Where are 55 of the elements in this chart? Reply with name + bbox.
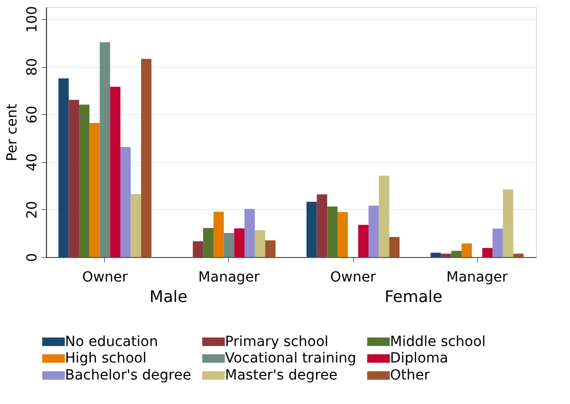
bar [451,250,462,257]
text: Female [384,287,442,306]
x-tick-label: Owner [330,270,376,286]
bar [203,228,214,257]
bar [68,100,80,257]
bar [265,240,276,257]
legend-label: Primary school [225,334,328,350]
legend-label: Other [390,368,430,384]
x-tick-label: Manager [198,270,260,286]
bar [306,202,317,257]
bar [213,212,224,257]
y-tick-label: 0 [24,253,40,262]
bar [338,212,348,257]
bar [130,194,142,257]
bar [100,42,110,257]
bar [79,104,90,257]
bar [502,189,514,257]
bar [389,237,400,257]
x-tick-label: Manager [446,270,508,286]
bar [462,243,472,257]
legend-label: No education [65,334,158,350]
bar [358,224,369,257]
bar [430,252,441,257]
bar [110,86,120,257]
text: Male [150,287,188,306]
legend-label: Diploma [390,350,448,366]
legend-label: High school [65,350,147,366]
bar [378,176,390,257]
legend-label: Vocational training [225,350,356,366]
y-tick-label: 20 [24,200,40,219]
y-tick-label: 40 [24,153,40,172]
y-tick-label: 80 [24,58,40,76]
bar [513,254,524,257]
bar [327,206,338,257]
bar [58,78,69,257]
bar [440,254,452,257]
bar [254,230,266,257]
y-tick-label: 60 [24,106,40,124]
y-axis-title: Per cent [4,103,20,162]
bar [234,228,244,257]
legend-label: Middle school [390,334,486,350]
bar [120,147,131,257]
y-tick-label: 100 [24,6,40,33]
bar [89,122,100,257]
bar [316,194,328,257]
bar [368,206,379,257]
bar [141,58,152,257]
bar [192,241,204,257]
bar [482,248,493,257]
bar [492,228,503,257]
bar [244,208,255,257]
bar [224,232,234,257]
x-tick-label: Owner [82,270,128,286]
legend-label: Master's degree [225,368,338,384]
legend-label: Bachelor's degree [65,368,192,384]
